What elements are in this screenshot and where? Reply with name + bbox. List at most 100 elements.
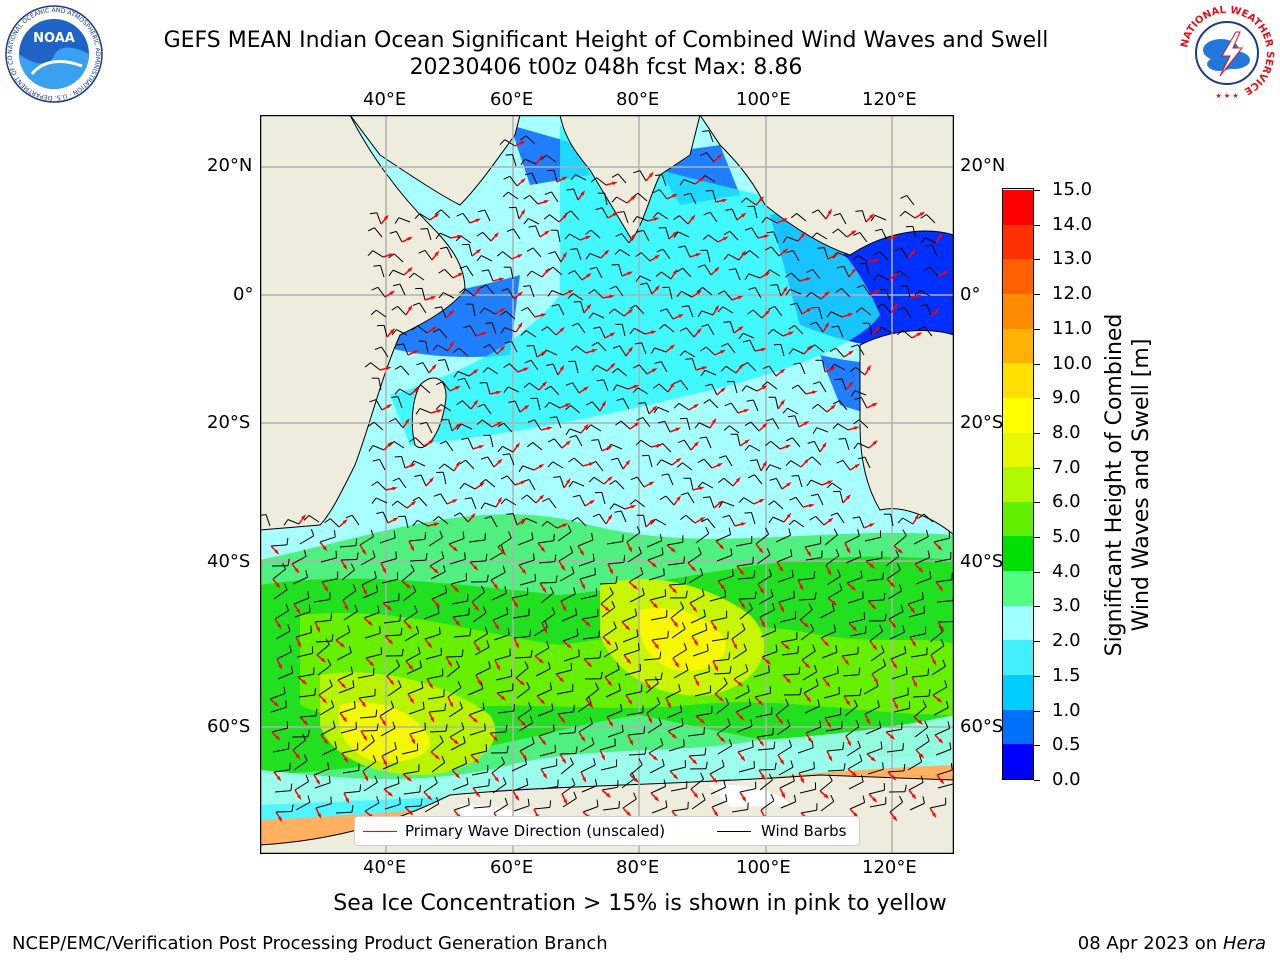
wave-direction-arrow [914,211,926,219]
wave-direction-arrow [407,693,415,705]
wind-barb [669,590,688,599]
wind-barb [483,434,494,448]
wind-barb [830,512,845,524]
wave-direction-arrow [382,602,393,611]
wind-barb [541,520,558,529]
wind-barb [844,699,858,717]
wind-barb [591,439,603,452]
colorbar-tick-label: 11.0 [1052,317,1093,339]
wind-barb [805,550,823,561]
wind-barb [408,272,425,281]
wave-direction-arrow [755,543,764,554]
wave-direction-arrow [647,217,660,222]
svg-text:NOAA: NOAA [33,31,75,46]
wind-barb [933,531,951,543]
wind-barb [893,529,907,547]
wind-barb [717,306,734,314]
wave-direction-arrow [601,789,612,798]
wave-direction-arrow [449,736,460,745]
wind-barb [702,496,715,509]
wind-barb [478,209,491,222]
wave-direction-arrow [688,755,698,765]
wind-barb [870,214,887,222]
wind-barb [635,439,652,448]
wind-barb [735,535,753,547]
wave-direction-arrow [604,676,613,687]
wind-barb [409,437,425,447]
wind-barb [920,214,936,224]
wind-barb [855,307,872,316]
wave-direction-arrow [776,218,788,224]
wave-direction-arrow [490,579,499,590]
lat-label-left-60s: 60°S [207,716,251,737]
wind-barb [718,501,735,508]
wind-barb [571,322,586,334]
wave-direction-arrow [496,345,506,355]
wind-barb [785,272,801,282]
wave-direction-arrow [559,403,571,409]
wave-direction-arrow [431,598,441,608]
wave-direction-arrow [887,771,897,781]
wave-direction-arrow [842,494,852,504]
wave-direction-arrow [538,381,548,391]
wave-direction-arrow [519,750,528,761]
wind-barb [677,439,692,451]
wave-direction-arrow [709,773,718,784]
wind-barb [577,533,594,547]
wind-barb [870,645,885,662]
wind-barb [491,756,506,774]
wind-barb [679,417,691,431]
wave-direction-arrow [668,584,678,594]
wave-direction-arrow [511,254,523,260]
wave-direction-arrow [777,399,786,410]
wind-barb [320,720,336,736]
wave-direction-arrow [582,462,595,467]
wind-barb [767,328,784,337]
wind-barb [519,736,535,752]
wind-barb [913,529,929,545]
wind-barb [783,687,802,696]
wind-barb [689,588,705,604]
wave-direction-arrow [754,347,767,352]
wave-direction-arrow [583,303,592,314]
wind-barb [779,611,797,623]
wind-barb [781,646,799,656]
wind-barb [551,303,565,316]
wind-barb [844,529,860,544]
wave-direction-arrow [847,768,858,777]
wave-direction-arrow [757,234,770,239]
wind-barb [777,739,793,756]
wind-barb [638,402,650,415]
wind-barb [776,549,793,563]
wind-barb [731,623,746,640]
wave-direction-arrow [473,641,481,653]
wave-direction-arrow [622,459,631,470]
colorbar-tick-mark [1034,641,1040,643]
wave-direction-arrow [607,212,619,219]
lon-label-top-80e: 80°E [616,89,660,110]
wind-barb [541,326,557,336]
wave-direction-arrow [779,787,786,799]
wave-direction-arrow [426,326,437,334]
wave-direction-arrow [337,679,347,689]
wind-barb [502,453,515,466]
wind-barb [788,519,805,528]
wave-direction-arrow [937,271,949,277]
wind-barb [873,274,890,281]
wind-barb [693,664,710,677]
wind-barb [387,680,402,697]
wind-barb [666,535,684,546]
wave-direction-arrow [406,500,417,509]
wave-direction-arrow [845,735,852,747]
wind-barb [570,345,587,354]
wave-direction-arrow [737,751,746,762]
wave-direction-arrow [292,749,301,760]
wind-barb [890,646,907,660]
wind-barb [725,208,738,221]
title-line2: 20230406 t00z 048h fcst Max: 8.86 [409,55,803,80]
wind-barb [606,704,623,718]
wind-barb [679,327,695,338]
wave-direction-arrow [689,253,702,258]
wave-direction-arrow [709,417,717,429]
wind-barb [432,328,448,339]
